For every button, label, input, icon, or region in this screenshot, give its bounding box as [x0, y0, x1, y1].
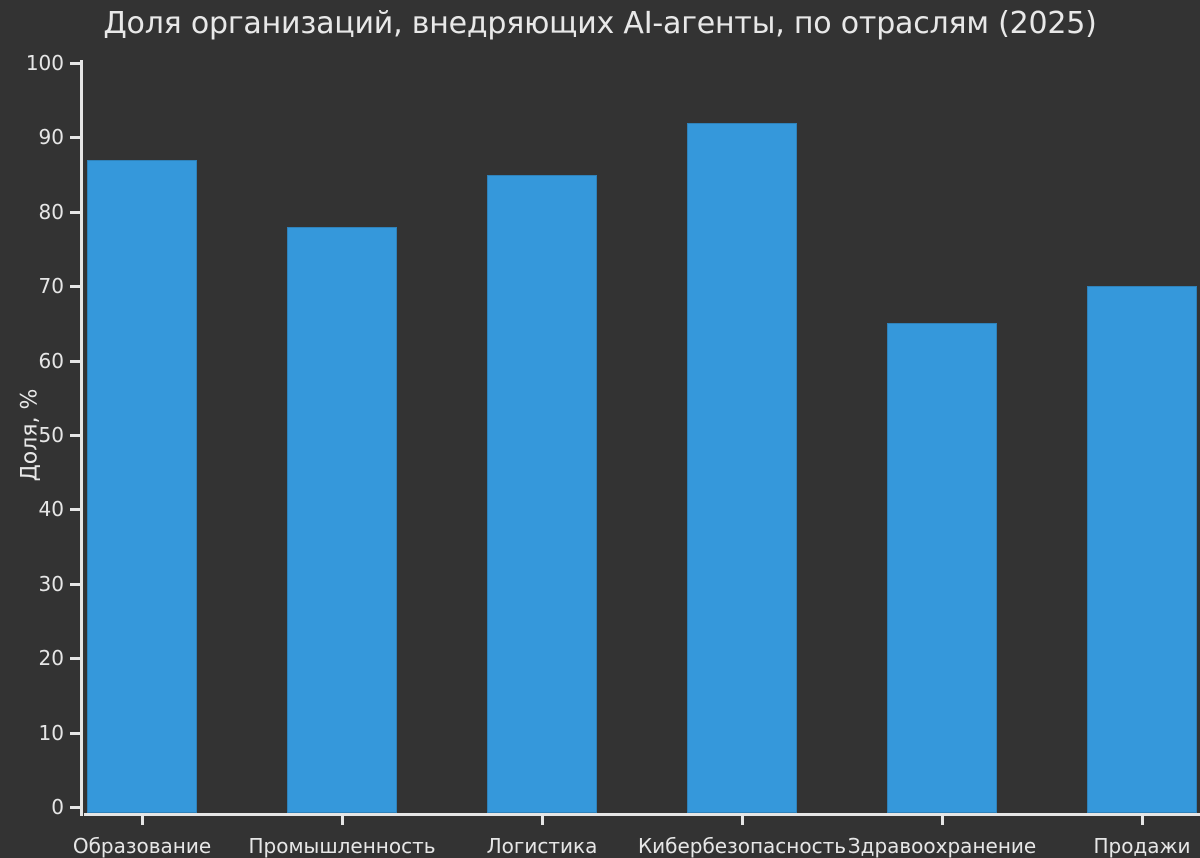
y-tick — [70, 136, 80, 140]
y-tick — [70, 62, 80, 65]
x-axis-line — [84, 813, 1200, 816]
bar — [887, 323, 997, 813]
x-tick — [941, 816, 944, 825]
x-tick — [741, 816, 744, 825]
x-tick-label: Продажи — [1093, 834, 1191, 858]
x-tick — [341, 816, 344, 825]
bar — [87, 159, 197, 813]
y-tick — [70, 434, 80, 437]
x-tick — [141, 816, 144, 825]
y-tick — [70, 657, 80, 661]
y-tick — [70, 359, 80, 363]
x-tick — [1141, 816, 1144, 825]
y-tick-label: 30 — [38, 571, 64, 596]
y-tick-label: 60 — [38, 348, 64, 373]
bar — [687, 122, 797, 813]
x-tick-label: Здравоохранение — [847, 834, 1037, 858]
bar — [287, 226, 397, 813]
x-tick-label: Кибербезопасность — [637, 834, 847, 858]
y-axis-line — [80, 60, 83, 816]
x-tick-label: Образование — [72, 834, 212, 858]
bar — [1087, 286, 1197, 813]
y-tick-label: 90 — [38, 125, 64, 150]
y-tick-label: 80 — [38, 199, 64, 224]
x-tick-label: Промышленность — [248, 834, 436, 858]
y-tick — [70, 285, 80, 289]
y-tick-label: 20 — [38, 646, 64, 671]
y-tick-label: 10 — [38, 720, 64, 745]
y-tick — [70, 806, 80, 809]
chart-title: Доля организаций, внедряющих AI-агенты, … — [103, 6, 1097, 41]
y-tick-label: 70 — [38, 274, 64, 299]
x-tick — [541, 816, 544, 825]
y-tick-label: 0 — [51, 795, 64, 819]
y-tick — [70, 508, 80, 512]
y-tick-label: 100 — [25, 51, 64, 75]
y-tick — [70, 210, 80, 214]
y-tick — [70, 731, 80, 735]
bar — [487, 174, 597, 813]
y-tick-label: 40 — [38, 497, 64, 522]
y-tick — [70, 582, 80, 586]
y-tick-label: 50 — [38, 423, 64, 447]
x-tick-label: Логистика — [486, 834, 598, 858]
